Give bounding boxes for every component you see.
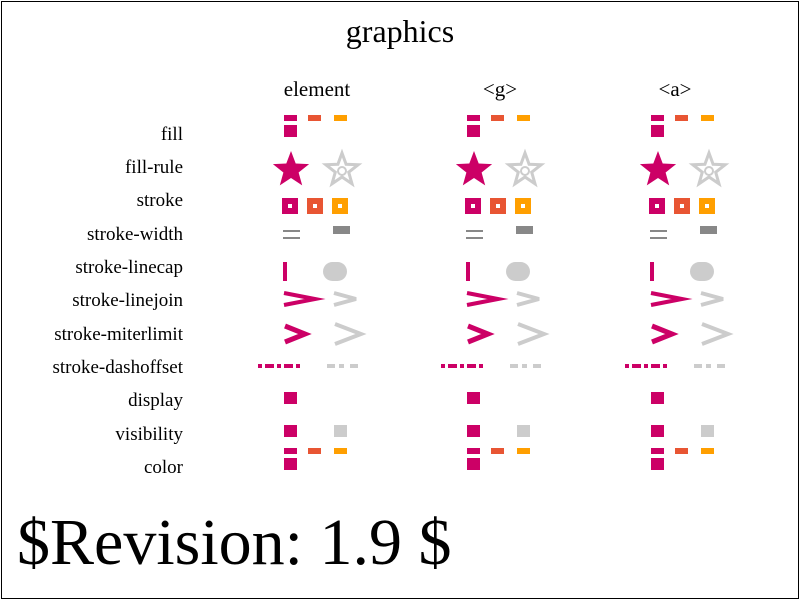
row-label-stroke-width: stroke-width [86, 224, 183, 245]
column-samples-g [441, 115, 550, 470]
row-label-stroke: stroke [136, 190, 183, 211]
fill-rule-star-evenodd [688, 148, 730, 188]
column-samples-element [258, 115, 367, 470]
display-sample [284, 392, 297, 404]
visibility-gray-sample [701, 425, 714, 437]
row-label-stroke-linejoin: stroke-linejoin [72, 290, 183, 311]
fill-sample-top [284, 115, 297, 121]
fill-rule-star-evenodd [504, 148, 546, 188]
fill-sample-dash [334, 115, 347, 121]
row-label-stroke-linecap: stroke-linecap [75, 257, 183, 278]
stroke-width-thin-line [650, 237, 667, 239]
linecap-butt-line [650, 262, 654, 281]
stroke-sample-3 [332, 198, 348, 214]
fill-sample-dash [308, 115, 321, 121]
linejoin-bevel-chevron [333, 291, 357, 307]
linecap-round-line [506, 262, 530, 281]
column-header-a: <a> [658, 77, 692, 101]
stroke-width-thin-line [466, 237, 483, 239]
stroke-width-thin-line [283, 237, 300, 239]
visibility-visible-sample [651, 425, 664, 437]
fill-rule-star-hole [520, 166, 530, 176]
visibility-visible-sample [284, 425, 297, 437]
stroke-sample-2 [674, 198, 690, 214]
stroke-sample-3 [515, 198, 531, 214]
row-label-visibility: visibility [115, 424, 183, 445]
linejoin-bevel-chevron [700, 291, 724, 307]
column-samples-a [625, 115, 734, 470]
fill-rule-star-hole [337, 166, 347, 176]
linejoin-miter-chevron [466, 291, 509, 307]
color-sample-top [651, 448, 664, 454]
miterlimit-high-chevron [467, 323, 495, 345]
stroke-width-thin-line [650, 230, 667, 232]
linejoin-miter-chevron [283, 291, 326, 307]
linecap-butt-line [283, 262, 287, 281]
color-sample-dash [675, 448, 688, 454]
visibility-visible-sample [467, 425, 480, 437]
row-label-stroke-miterlimit: stroke-miterlimit [54, 324, 183, 345]
color-sample-dash [308, 448, 321, 454]
fill-sample-top [467, 115, 480, 121]
column-header-g: <g> [482, 77, 518, 101]
column-header-element: element [283, 77, 351, 101]
revision-label: $Revision: 1.9 $ [17, 506, 452, 579]
stroke-sample-2 [307, 198, 323, 214]
linecap-round-line [690, 262, 714, 281]
stroke-width-thick-line [333, 226, 350, 234]
row-label-stroke-dashoffset: stroke-dashoffset [52, 357, 183, 378]
color-sample-square [284, 458, 297, 470]
miterlimit-high-chevron [284, 323, 312, 345]
color-sample-top [284, 448, 297, 454]
stroke-width-thin-line [466, 230, 483, 232]
display-sample [467, 392, 480, 404]
stroke-width-thick-line [700, 226, 717, 234]
fill-sample-square [467, 125, 480, 137]
display-sample [651, 392, 664, 404]
stroke-sample-2 [490, 198, 506, 214]
visibility-gray-sample [517, 425, 530, 437]
fill-sample-dash [701, 115, 714, 121]
row-label-display: display [128, 390, 183, 411]
color-sample-dash [517, 448, 530, 454]
fill-rule-star-evenodd [321, 148, 363, 188]
miterlimit-low-chevron [517, 322, 550, 346]
color-sample-dash [701, 448, 714, 454]
miterlimit-high-chevron [651, 323, 679, 345]
visibility-gray-sample [334, 425, 347, 437]
stroke-width-thin-line [283, 230, 300, 232]
page-title: graphics [345, 13, 455, 49]
stroke-sample-1 [282, 198, 298, 214]
fill-sample-dash [675, 115, 688, 121]
stroke-sample-1 [649, 198, 665, 214]
linejoin-miter-chevron [650, 291, 693, 307]
miterlimit-low-chevron [334, 322, 367, 346]
fill-sample-square [651, 125, 664, 137]
fill-rule-star-nonzero [639, 151, 677, 186]
fill-rule-star-nonzero [272, 151, 310, 186]
fill-sample-dash [491, 115, 504, 121]
color-sample-dash [491, 448, 504, 454]
row-label-fill-rule: fill-rule [124, 157, 183, 178]
stroke-sample-1 [465, 198, 481, 214]
fill-sample-dash [517, 115, 530, 121]
color-sample-square [651, 458, 664, 470]
miterlimit-low-chevron [701, 322, 734, 346]
row-label-fill: fill [160, 124, 183, 145]
fill-sample-top [651, 115, 664, 121]
linecap-butt-line [466, 262, 470, 281]
stroke-width-thick-line [516, 226, 533, 234]
linejoin-bevel-chevron [516, 291, 540, 307]
fill-rule-star-nonzero [455, 151, 493, 186]
color-sample-square [467, 458, 480, 470]
row-label-color: color [143, 457, 183, 478]
fill-rule-star-hole [704, 166, 714, 176]
color-sample-dash [334, 448, 347, 454]
color-sample-top [467, 448, 480, 454]
stroke-sample-3 [699, 198, 715, 214]
fill-sample-square [284, 125, 297, 137]
linecap-round-line [323, 262, 347, 281]
